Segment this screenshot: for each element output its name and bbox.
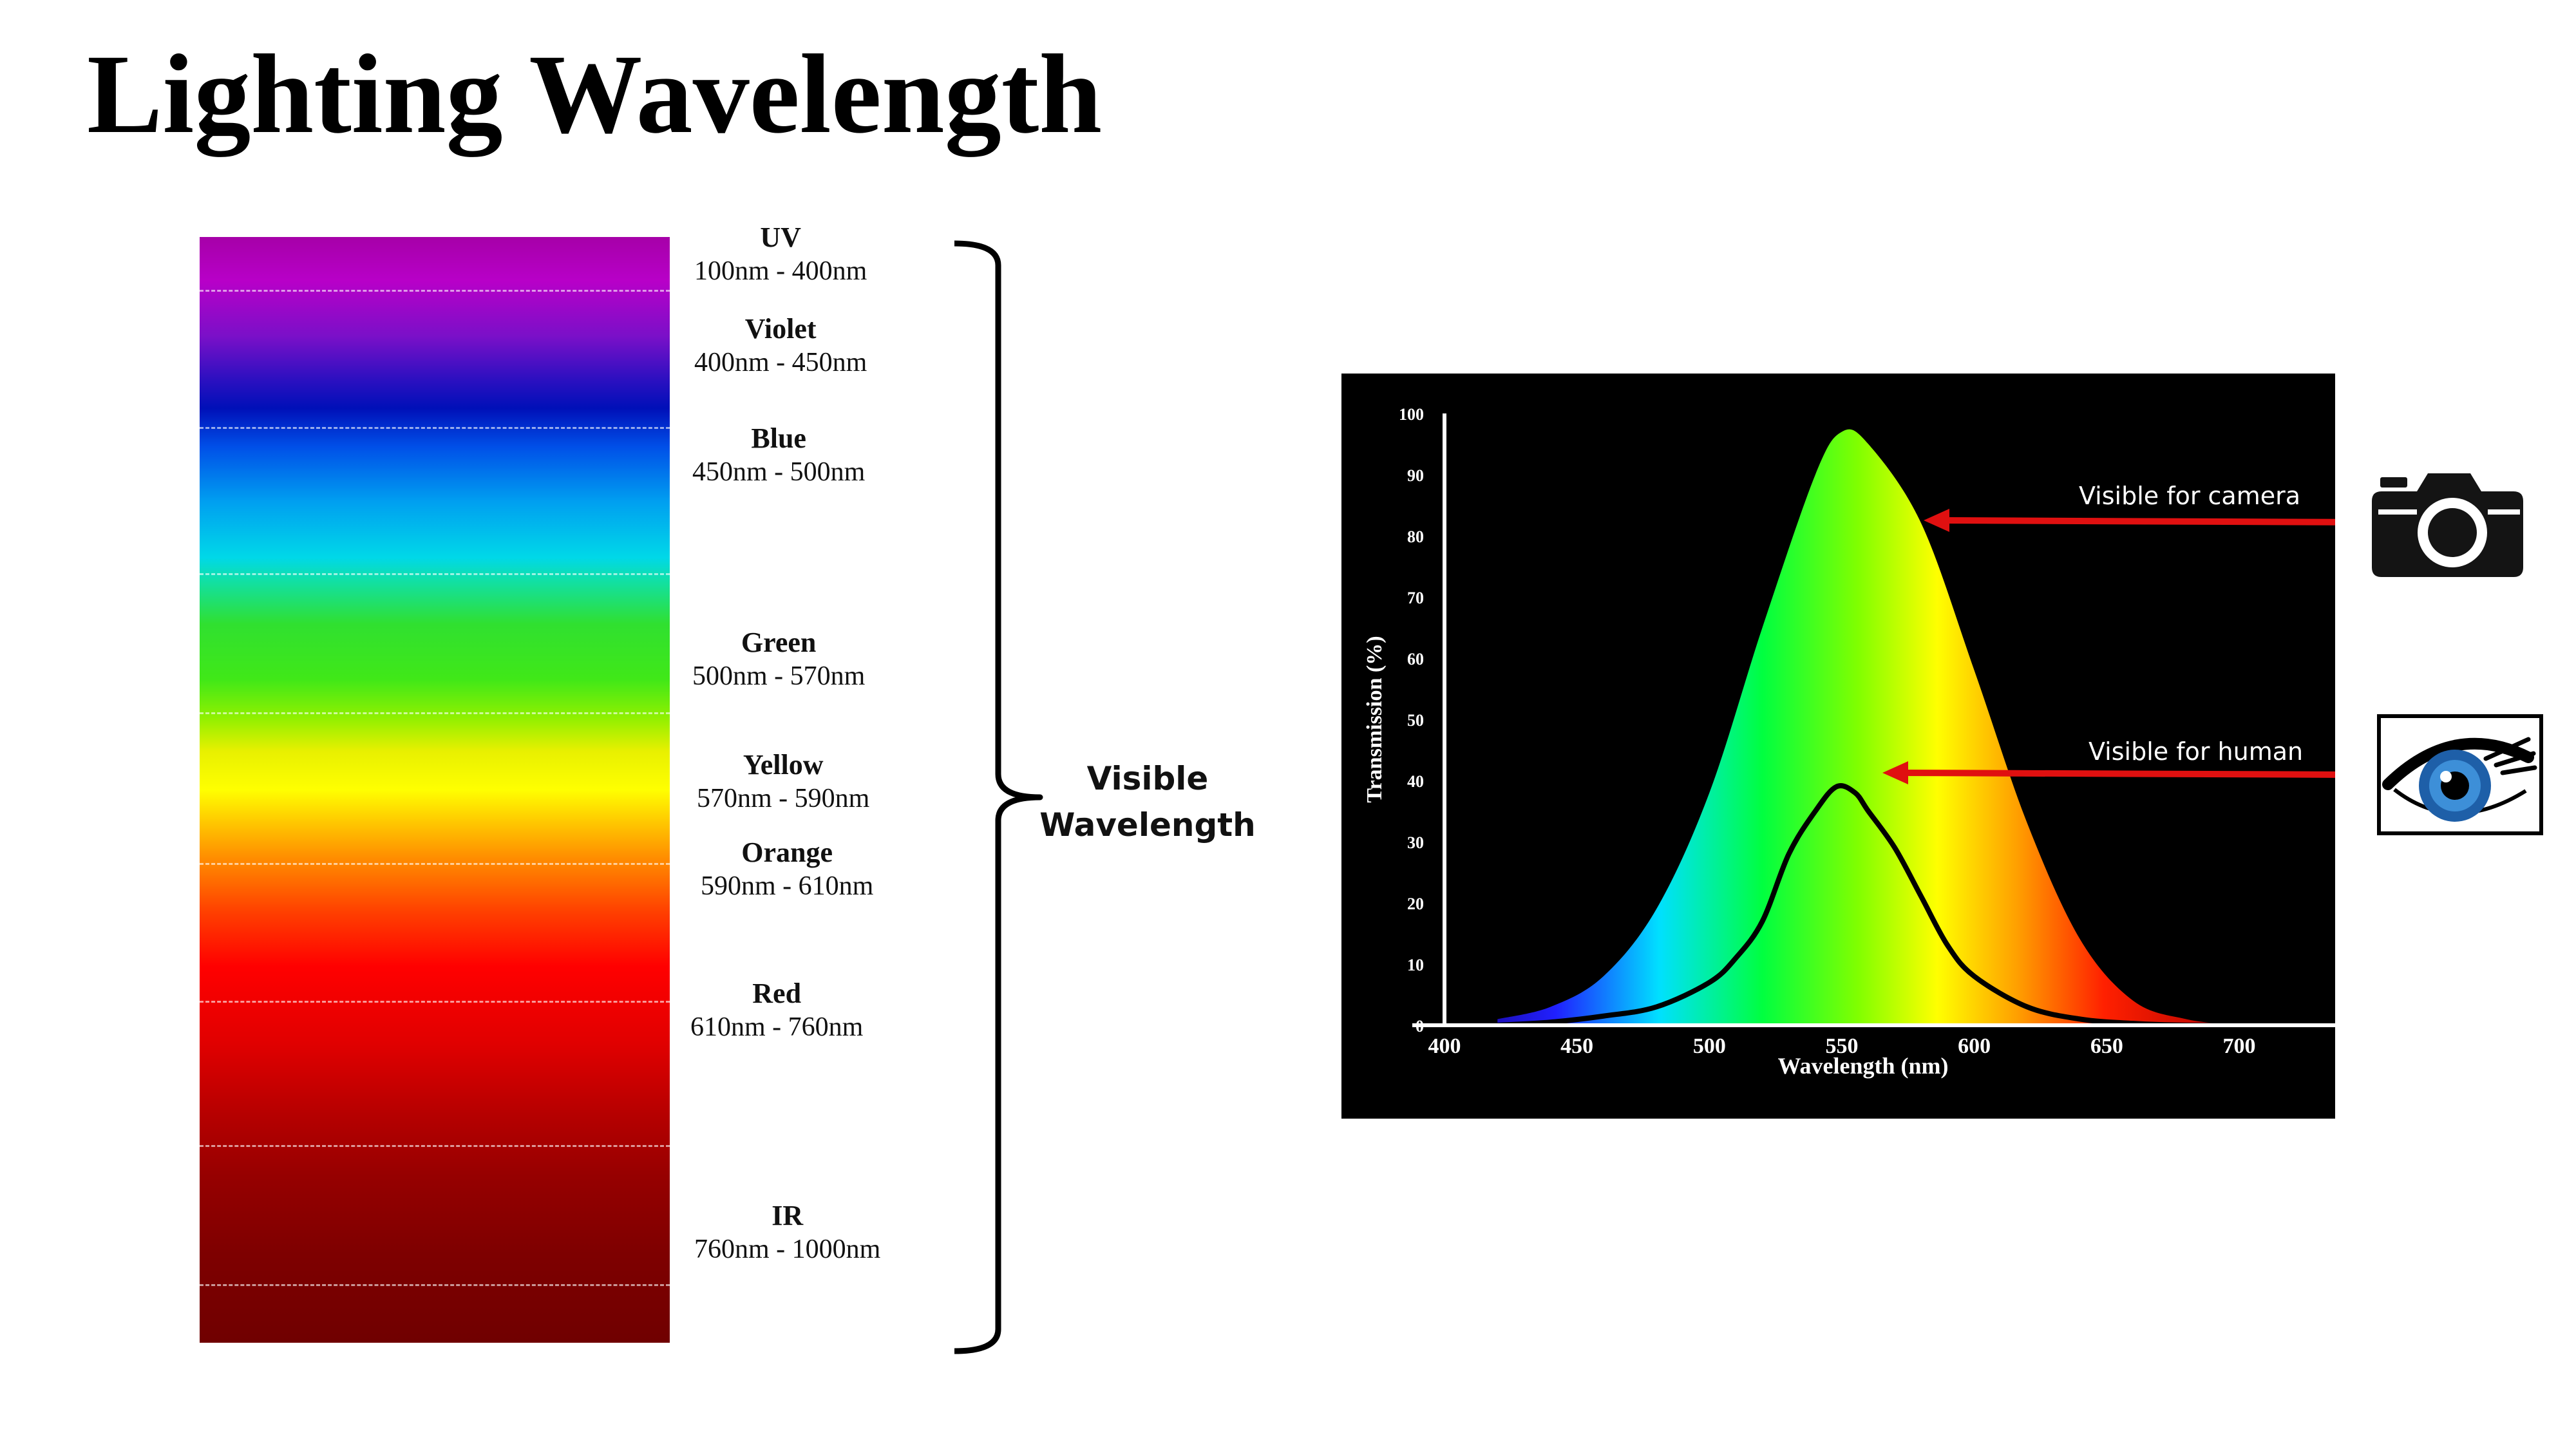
band-divider: [200, 1283, 670, 1286]
camera-icon: [2372, 473, 2523, 577]
band-name: Orange: [741, 837, 833, 868]
band-name: IR: [772, 1200, 804, 1231]
band-name: Green: [741, 627, 817, 658]
x-tick-label: 450: [1560, 1034, 1593, 1058]
band-divider: [200, 290, 670, 292]
band-range: 760nm - 1000nm: [694, 1234, 881, 1264]
y-tick-label: 20: [1407, 895, 1424, 913]
x-tick-label: 500: [1693, 1034, 1726, 1058]
band-label-uv: UV 100nm - 400nm: [694, 221, 867, 287]
band-name: UV: [760, 222, 801, 253]
x-tick-label: 650: [2090, 1034, 2123, 1058]
band-divider: [200, 427, 670, 430]
human-sensitivity-curve: [1497, 783, 2240, 1028]
camera-callout-arrow: [1924, 509, 2364, 532]
y-tick-label: 80: [1407, 527, 1424, 546]
band-divider: [200, 712, 670, 715]
band-range: 500nm - 570nm: [692, 661, 866, 691]
band-divider: [200, 573, 670, 575]
band-name: Violet: [744, 313, 817, 345]
band-label-violet: Violet 400nm - 450nm: [694, 312, 867, 379]
band-range: 100nm - 400nm: [694, 256, 867, 286]
x-tick-label: 550: [1826, 1034, 1859, 1058]
y-tick-label: 100: [1399, 405, 1424, 424]
y-tick-label: 90: [1407, 466, 1424, 485]
human-callout-label: Visible for human: [2088, 737, 2304, 766]
band-range: 450nm - 500nm: [692, 457, 866, 487]
band-range: 590nm - 610nm: [701, 871, 874, 901]
y-tick-label: 60: [1407, 650, 1424, 668]
y-tick-label: 30: [1407, 833, 1424, 852]
band-name: Blue: [751, 422, 806, 454]
x-axis-label: Wavelength (nm): [1778, 1053, 1949, 1079]
band-name: Red: [752, 978, 802, 1009]
visible-bracket: [954, 240, 1043, 1354]
x-tick-label: 600: [1958, 1034, 1991, 1058]
band-label-green: Green 500nm - 570nm: [692, 626, 865, 692]
band-name: Yellow: [743, 749, 824, 781]
y-tick-label: 40: [1407, 772, 1424, 791]
transmission-plot-panel: 400 450 500 550 600 650 700 0 10 20 30 40 50 60 70 80 9…: [1341, 374, 2364, 1119]
band-range: 610nm - 760nm: [690, 1012, 864, 1042]
y-tick-label: 50: [1407, 711, 1424, 730]
y-tick-label: 0: [1416, 1017, 1424, 1036]
band-divider: [200, 1144, 670, 1147]
transmission-chart: 400 450 500 550 600 650 700 0 10 20 30 40 50 60 70 80 9…: [1363, 405, 2364, 1079]
camera-callout-label: Visible for camera: [2079, 482, 2301, 510]
y-axis-label: Transmission (%): [1363, 636, 1387, 802]
y-tick-label: 10: [1407, 956, 1424, 974]
band-label-yellow: Yellow 570nm - 590nm: [697, 748, 869, 815]
camera-sensitivity-area: [1497, 429, 2239, 1025]
slide-title: Lighting Wavelength: [87, 32, 1103, 157]
x-tick-label: 400: [1428, 1034, 1461, 1058]
band-label-red: Red 610nm - 760nm: [690, 977, 863, 1043]
visible-wavelength-label: Visible Wavelength: [1039, 760, 1256, 844]
x-tick-label: 700: [2223, 1034, 2256, 1058]
band-range: 400nm - 450nm: [694, 347, 867, 377]
eye-icon: [2377, 714, 2543, 835]
band-label-orange: Orange 590nm - 610nm: [701, 836, 873, 902]
spectrum-bar: [200, 237, 670, 1343]
y-tick-label: 70: [1407, 589, 1424, 607]
band-label-blue: Blue 450nm - 500nm: [692, 422, 865, 488]
human-callout-arrow: [1882, 761, 2364, 784]
band-divider: [200, 862, 670, 865]
band-divider: [200, 1001, 670, 1003]
band-range: 570nm - 590nm: [697, 783, 870, 813]
band-label-ir: IR 760nm - 1000nm: [694, 1199, 880, 1265]
